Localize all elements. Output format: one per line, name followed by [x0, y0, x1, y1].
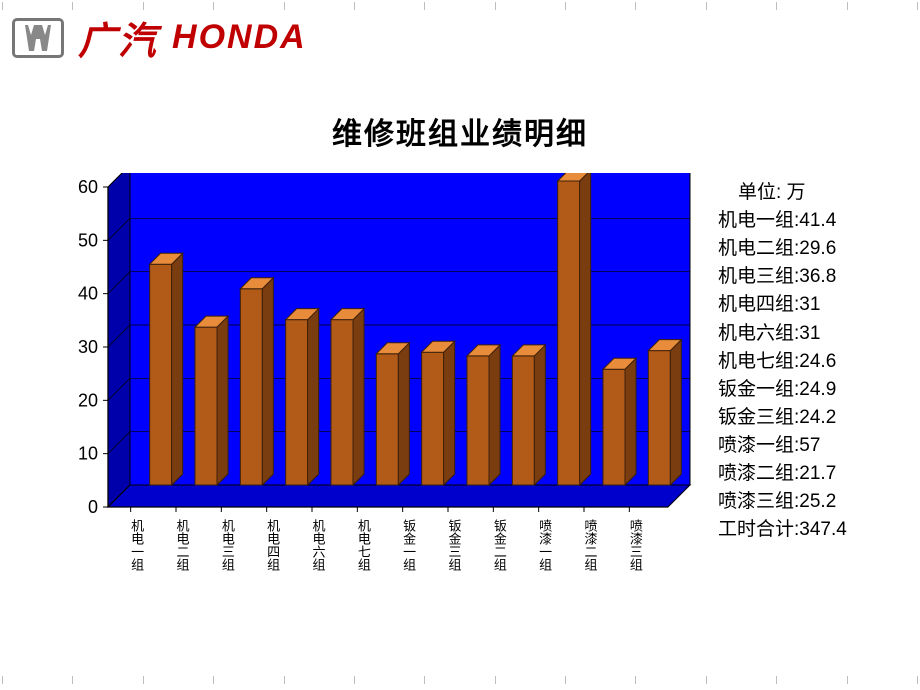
legend-item: 钣金一组:24.9: [718, 376, 847, 404]
svg-text:机电七组: 机电七组: [356, 519, 371, 571]
brand-cn: 广汽: [78, 10, 158, 65]
legend-item: 机电三组:36.8: [718, 263, 847, 291]
legend-panel: 单位: 万 机电一组:41.4机电二组:29.6机电三组:36.8机电四组:31…: [718, 173, 847, 544]
ruler-bottom: [0, 676, 920, 688]
legend-item: 喷漆一组:57: [718, 432, 847, 460]
legend-item: 机电一组:41.4: [718, 207, 847, 235]
brand-en: HONDA: [172, 18, 307, 57]
svg-text:机电四组: 机电四组: [265, 519, 280, 571]
page-title: 维修班组业绩明细: [0, 109, 920, 153]
svg-text:钣金三组: 钣金三组: [447, 519, 462, 571]
legend-unit: 单位: 万: [718, 179, 847, 207]
legend-item: 喷漆三组:25.2: [718, 488, 847, 516]
svg-text:喷漆一组: 喷漆一组: [537, 519, 552, 571]
svg-text:0: 0: [88, 497, 98, 517]
legend-item: 工时合计:347.4: [718, 516, 847, 544]
svg-text:机电二组: 机电二组: [175, 519, 190, 571]
honda-logo-icon: [12, 18, 64, 58]
svg-text:喷漆三组: 喷漆三组: [628, 519, 643, 571]
svg-text:50: 50: [78, 230, 98, 250]
header: 广汽 HONDA: [0, 0, 920, 71]
svg-text:机电六组: 机电六组: [311, 519, 326, 571]
bar-chart-3d: 0 10 20 30 40 50 60 机电一组 机电二组 机电三组 机电四组 机电六组 机电七组 钣金一…: [38, 173, 718, 613]
legend-item: 机电四组:31: [718, 291, 847, 319]
svg-text:钣金一组: 钣金一组: [401, 519, 416, 571]
legend-item: 机电二组:29.6: [718, 235, 847, 263]
svg-text:30: 30: [78, 337, 98, 357]
legend-item: 机电七组:24.6: [718, 348, 847, 376]
svg-text:20: 20: [78, 390, 98, 410]
svg-text:60: 60: [78, 177, 98, 197]
svg-text:喷漆二组: 喷漆二组: [583, 519, 598, 571]
svg-text:机电三组: 机电三组: [220, 519, 235, 571]
svg-text:40: 40: [78, 284, 98, 304]
legend-item: 机电六组:31: [718, 320, 847, 348]
svg-text:机电一组: 机电一组: [129, 519, 144, 571]
svg-text:钣金二组: 钣金二组: [492, 519, 507, 571]
legend-item: 钣金三组:24.2: [718, 404, 847, 432]
legend-item: 喷漆二组:21.7: [718, 460, 847, 488]
content-row: 0 10 20 30 40 50 60 机电一组 机电二组 机电三组 机电四组 机电六组 机电七组 钣金一…: [0, 173, 920, 613]
svg-text:10: 10: [78, 444, 98, 464]
